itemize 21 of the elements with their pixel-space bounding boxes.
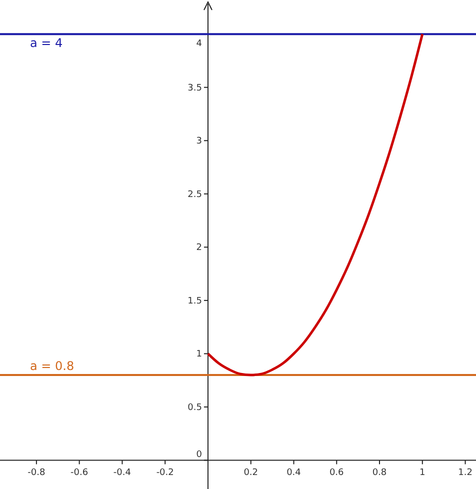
x-tick-label: -0.6: [70, 468, 88, 478]
x-tick-label: -0.8: [28, 468, 46, 478]
y-tick-label: 0: [196, 450, 202, 460]
y-tick-label: 2: [196, 243, 202, 254]
y-tick-label: 3.5: [188, 83, 202, 94]
x-tick-label: -0.2: [156, 468, 174, 478]
ref-line-label: a = 0.8: [30, 359, 74, 374]
x-tick-label: 1: [420, 468, 426, 478]
x-tick-label: 0.4: [286, 468, 302, 478]
x-tick-label: 1.2: [458, 468, 472, 478]
ref-line-label: a = 4: [30, 36, 63, 50]
y-tick-label: 2.5: [188, 190, 202, 200]
y-tick-label: 1: [196, 350, 202, 360]
y-tick-label: 4: [196, 39, 202, 50]
x-tick-label: -0.4: [113, 468, 132, 478]
x-tick-label: 0.6: [329, 468, 344, 478]
y-tick-label: 0.5: [188, 402, 202, 413]
y-tick-label: 3: [196, 136, 202, 147]
y-tick-label: 1.5: [188, 296, 202, 306]
x-tick-label: 0.8: [372, 468, 387, 478]
x-tick-label: 0.2: [244, 468, 258, 478]
